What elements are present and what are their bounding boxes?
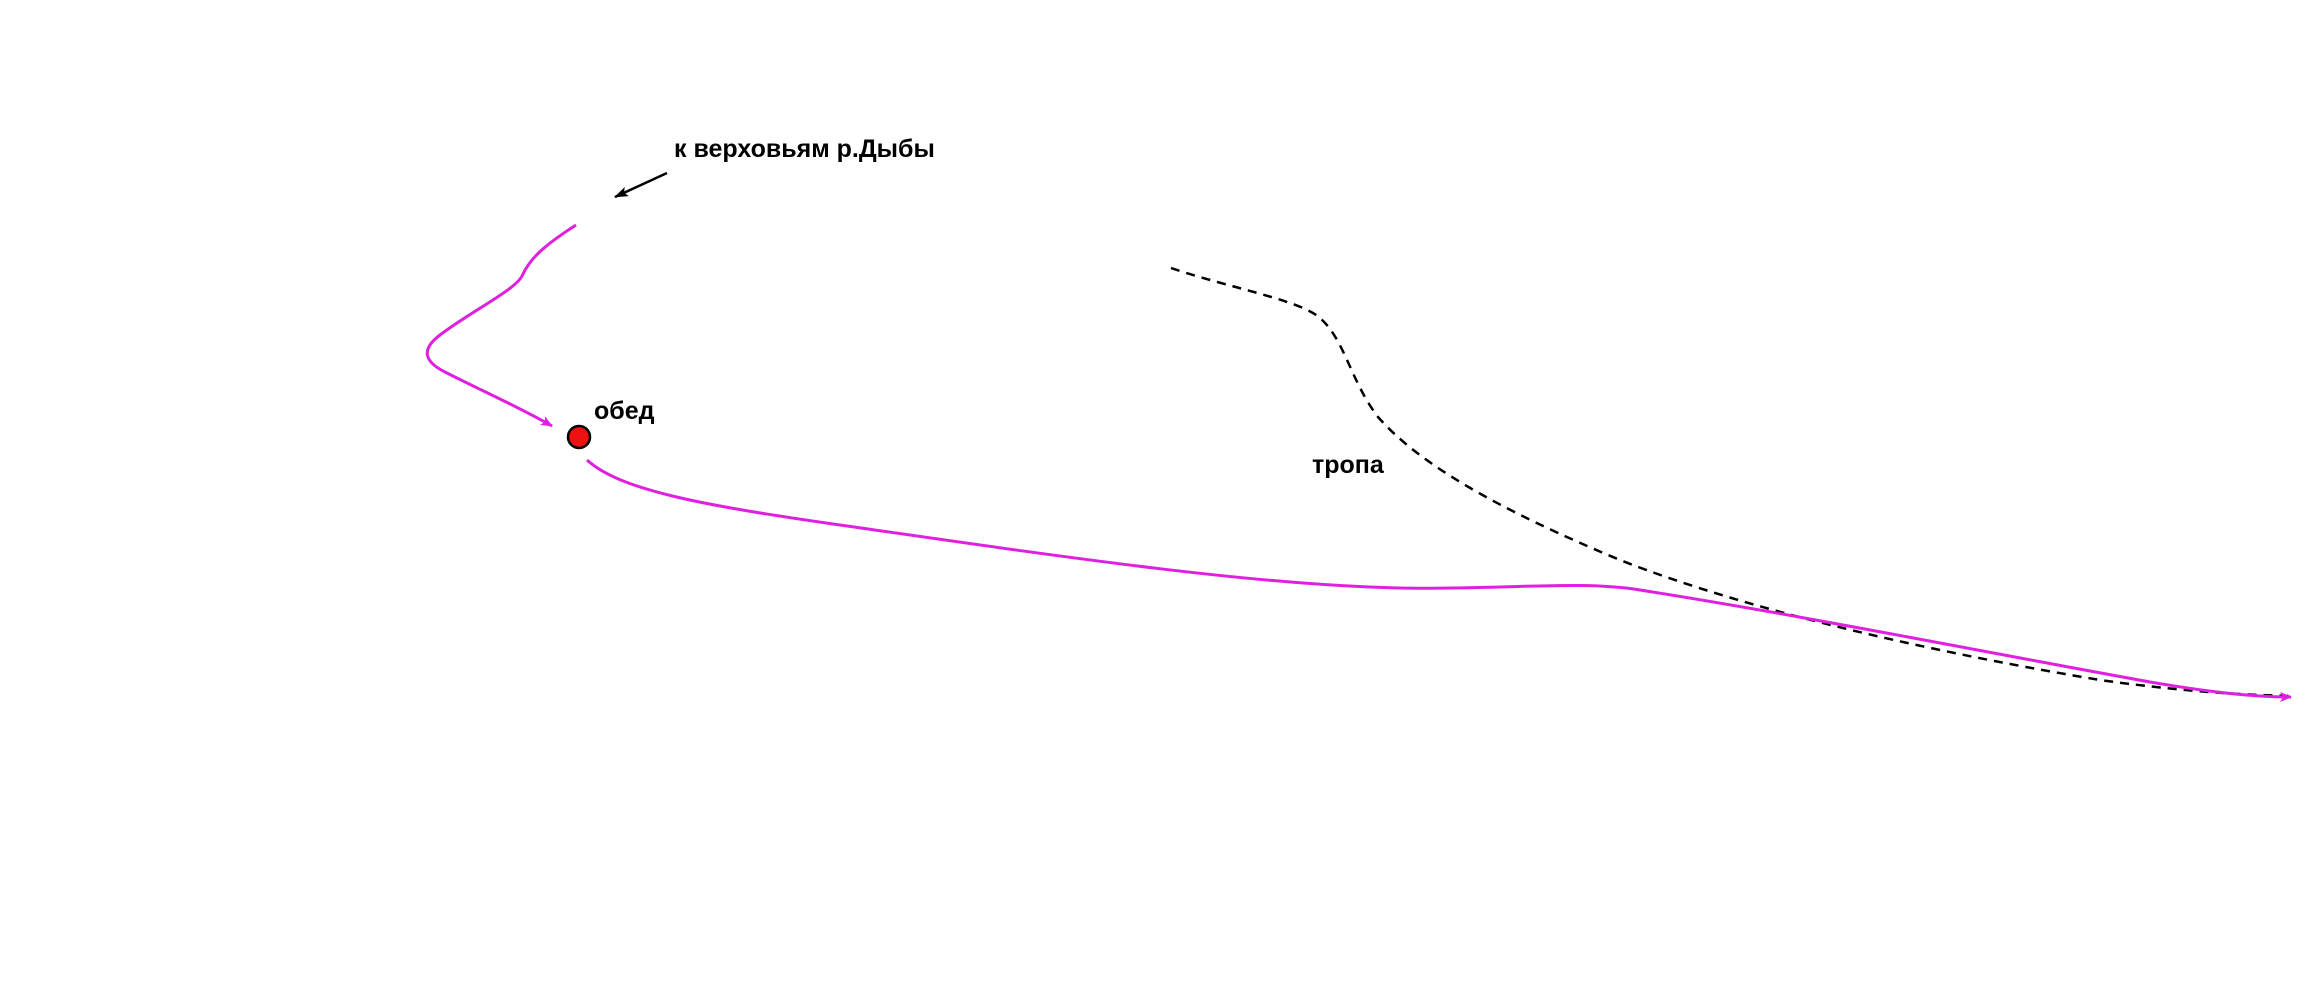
upstream-label: к верховьям р.Дыбы: [674, 135, 935, 163]
direction-arrow: [614, 171, 668, 199]
route-segment: [585, 458, 2292, 702]
trail: [1170, 266, 2292, 698]
route-segment: [426, 223, 577, 428]
lunch-label: обед: [594, 397, 655, 425]
lunch-point: [566, 424, 592, 450]
trail-label: тропа: [1312, 451, 1385, 479]
